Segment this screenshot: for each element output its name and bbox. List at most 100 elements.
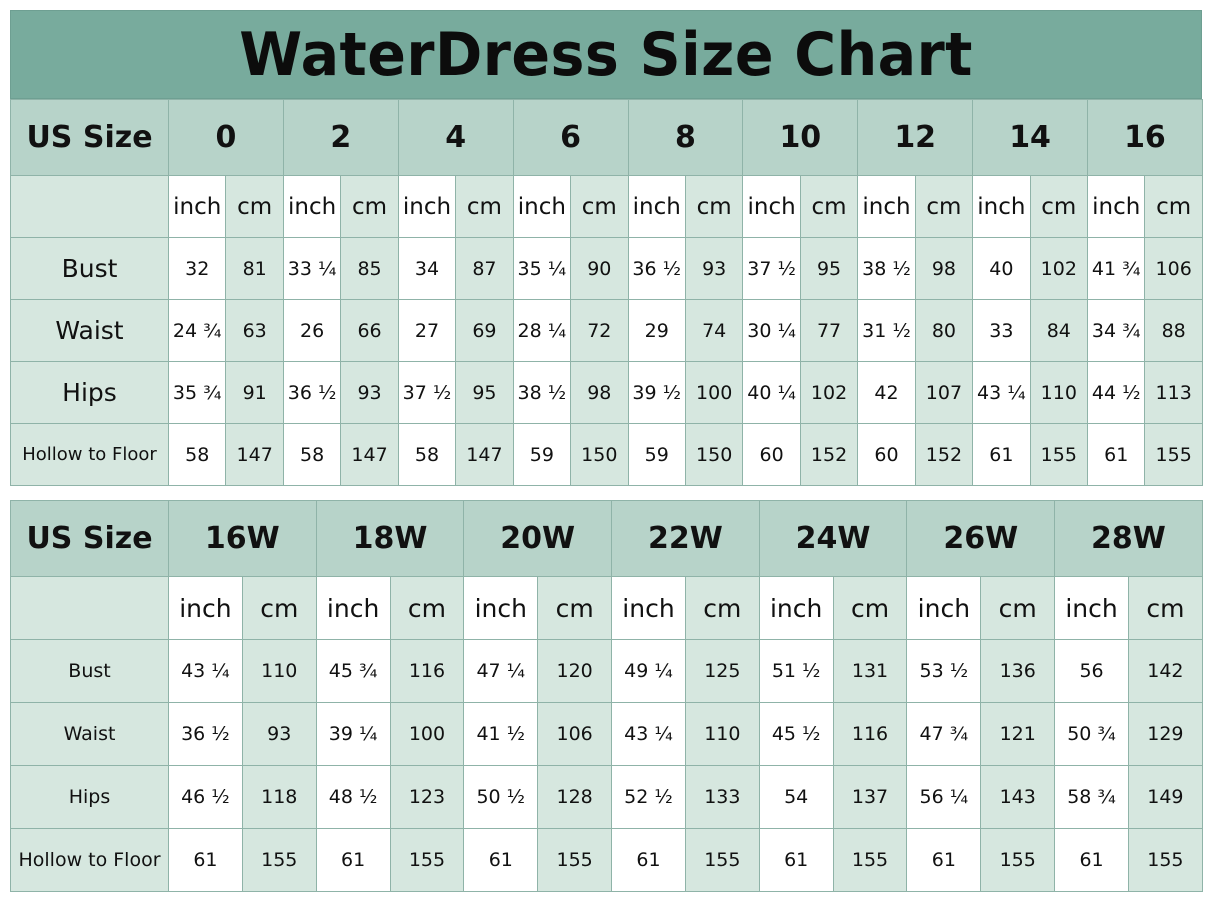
inch-value-cell: 45 ½ <box>758 702 834 766</box>
unit-cm: cm <box>1144 175 1203 238</box>
inch-value-cell: 60 <box>742 423 801 486</box>
inch-value-cell: 41 ½ <box>463 702 539 766</box>
inch-value-cell: 61 <box>1054 828 1129 892</box>
us-size-header: US Size <box>10 500 169 577</box>
measurement-row: Bust 32 81 33 ¼ 85 34 87 35 ¼ 90 36 ½ 93 37 ½ 95 38 ½… <box>10 237 1203 300</box>
inch-value-cell: 39 ½ <box>627 361 686 424</box>
cm-value-cell: 74 <box>684 299 744 362</box>
unit-cm: cm <box>1127 576 1203 640</box>
inch-value-cell: 35 ¼ <box>512 237 572 300</box>
size-header-row: US Size 16W 18W 20W 22W 24W 26W 28W <box>10 500 1203 577</box>
inch-value-cell: 41 ¾ <box>1086 237 1146 300</box>
unit-cm: cm <box>225 175 284 238</box>
unit-inch: inch <box>857 175 916 238</box>
unit-cm: cm <box>980 576 1056 640</box>
unit-inch: inch <box>1054 576 1129 640</box>
inch-value-cell: 38 ½ <box>512 361 572 424</box>
cm-value-cell: 81 <box>225 237 284 300</box>
inch-value-cell: 36 ½ <box>282 361 342 424</box>
inch-value-cell: 51 ½ <box>758 639 834 703</box>
cm-value-cell: 98 <box>914 237 974 300</box>
unit-cm: cm <box>537 576 613 640</box>
inch-value-cell: 56 ¼ <box>906 765 982 829</box>
cm-value-cell: 136 <box>980 639 1056 703</box>
cm-value-cell: 147 <box>340 423 399 486</box>
inch-value-cell: 42 <box>857 361 916 424</box>
size-column-header: 26W <box>906 500 1056 577</box>
cm-value-cell: 150 <box>684 423 744 486</box>
inch-value-cell: 48 ½ <box>315 765 391 829</box>
unit-inch: inch <box>906 576 982 640</box>
inch-value-cell: 56 <box>1054 639 1129 703</box>
size-table-regular: US Size 0 2 4 6 8 10 12 14 16 inch cm inch cm inch cm in… <box>10 99 1203 486</box>
unit-cm: cm <box>455 175 514 238</box>
unit-inch: inch <box>315 576 391 640</box>
cm-value-cell: 63 <box>225 299 284 362</box>
inch-value-cell: 39 ¼ <box>315 702 391 766</box>
cm-value-cell: 88 <box>1144 299 1203 362</box>
unit-cm: cm <box>684 175 744 238</box>
measurement-label: Waist <box>10 702 169 766</box>
size-header-row: US Size 0 2 4 6 8 10 12 14 16 <box>10 99 1203 176</box>
inch-value-cell: 45 ¾ <box>315 639 391 703</box>
inch-value-cell: 59 <box>627 423 686 486</box>
cm-value-cell: 155 <box>980 828 1056 892</box>
unit-inch: inch <box>282 175 342 238</box>
measurement-row: Hollow to Floor 61 155 61 155 61 155 61 155 61 155… <box>10 828 1203 892</box>
cm-value-cell: 155 <box>537 828 613 892</box>
cm-value-cell: 155 <box>1029 423 1089 486</box>
size-column-header: 24W <box>758 500 908 577</box>
cm-value-cell: 142 <box>1127 639 1203 703</box>
inch-value-cell: 53 ½ <box>906 639 982 703</box>
inch-value-cell: 52 ½ <box>611 765 686 829</box>
inch-value-cell: 61 <box>906 828 982 892</box>
inch-value-cell: 61 <box>758 828 834 892</box>
inch-value-cell: 43 ¼ <box>168 639 243 703</box>
cm-value-cell: 131 <box>832 639 908 703</box>
cm-value-cell: 118 <box>241 765 317 829</box>
cm-value-cell: 90 <box>570 237 629 300</box>
size-column-header: 14 <box>972 99 1088 176</box>
inch-value-cell: 61 <box>463 828 539 892</box>
inch-value-cell: 61 <box>315 828 391 892</box>
inch-value-cell: 58 <box>282 423 342 486</box>
cm-value-cell: 100 <box>684 361 744 424</box>
inch-value-cell: 58 ¾ <box>1054 765 1129 829</box>
cm-value-cell: 155 <box>389 828 465 892</box>
cm-value-cell: 143 <box>980 765 1056 829</box>
inch-value-cell: 61 <box>1086 423 1146 486</box>
size-column-header: 8 <box>627 99 744 176</box>
cm-value-cell: 72 <box>570 299 629 362</box>
inch-value-cell: 43 ¼ <box>972 361 1031 424</box>
inch-value-cell: 24 ¾ <box>167 299 227 362</box>
cm-value-cell: 95 <box>455 361 514 424</box>
inch-value-cell: 47 ¼ <box>463 639 539 703</box>
cm-value-cell: 77 <box>799 299 859 362</box>
unit-inch: inch <box>972 175 1031 238</box>
inch-value-cell: 43 ¼ <box>611 702 686 766</box>
cm-value-cell: 121 <box>980 702 1056 766</box>
cm-value-cell: 110 <box>1029 361 1089 424</box>
inch-value-cell: 34 <box>397 237 457 300</box>
unit-cm: cm <box>389 576 465 640</box>
size-table-plus: US Size 16W 18W 20W 22W 24W 26W 28W inch cm inch cm… <box>10 500 1203 892</box>
inch-value-cell: 40 ¼ <box>742 361 801 424</box>
cm-value-cell: 106 <box>537 702 613 766</box>
inch-value-cell: 33 <box>972 299 1031 362</box>
cm-value-cell: 80 <box>914 299 974 362</box>
cm-value-cell: 129 <box>1127 702 1203 766</box>
unit-row-label <box>10 175 169 238</box>
cm-value-cell: 116 <box>832 702 908 766</box>
cm-value-cell: 95 <box>799 237 859 300</box>
measurement-label: Waist <box>10 299 169 362</box>
cm-value-cell: 107 <box>914 361 974 424</box>
size-column-header: 20W <box>463 500 613 577</box>
chart-title: WaterDress Size Chart <box>239 19 973 90</box>
cm-value-cell: 147 <box>225 423 284 486</box>
unit-row: inch cm inch cm inch cm inch cm inch cm inch cm inch… <box>10 175 1203 238</box>
inch-value-cell: 36 ½ <box>168 702 243 766</box>
size-column-header: 2 <box>282 99 399 176</box>
unit-inch: inch <box>611 576 686 640</box>
cm-value-cell: 155 <box>1127 828 1203 892</box>
